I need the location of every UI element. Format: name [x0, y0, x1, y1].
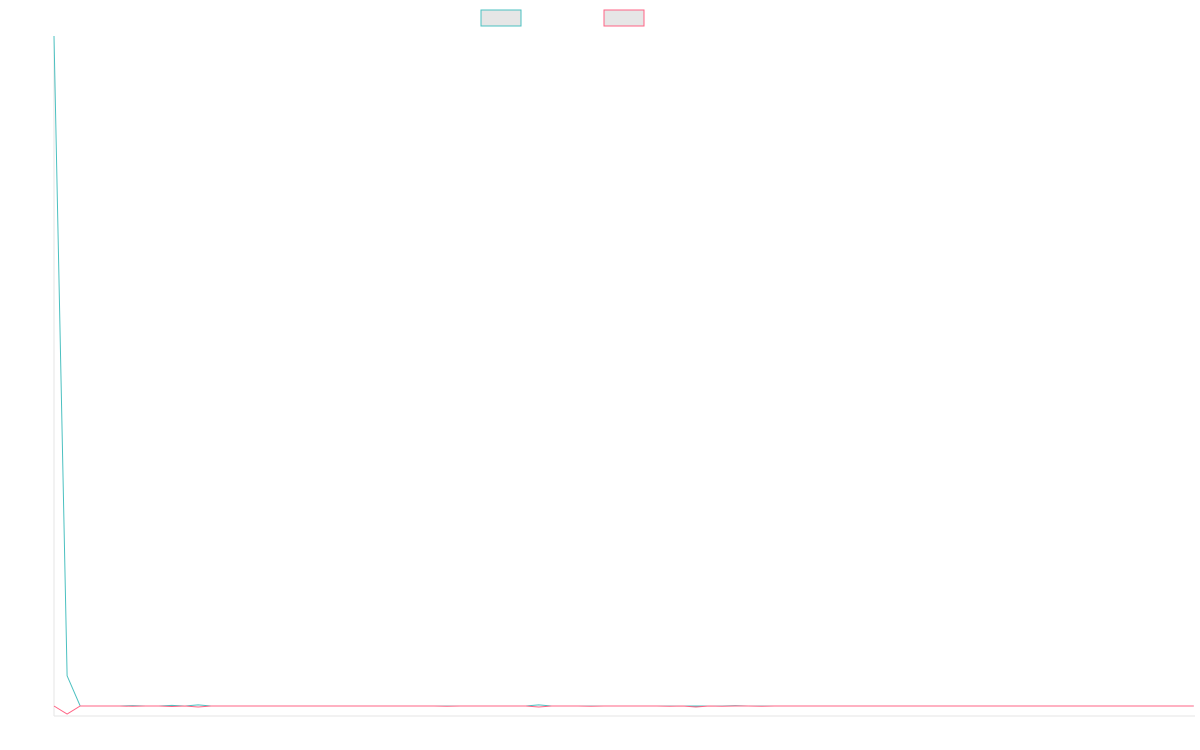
series-layer: [53, 35, 1194, 715]
legend: [480, 9, 645, 27]
legend-swatch-series-2[interactable]: [603, 9, 645, 27]
series-line-2: [53, 705, 1194, 715]
legend-swatch-series-1[interactable]: [480, 9, 522, 27]
series-line-1: [53, 35, 1194, 707]
